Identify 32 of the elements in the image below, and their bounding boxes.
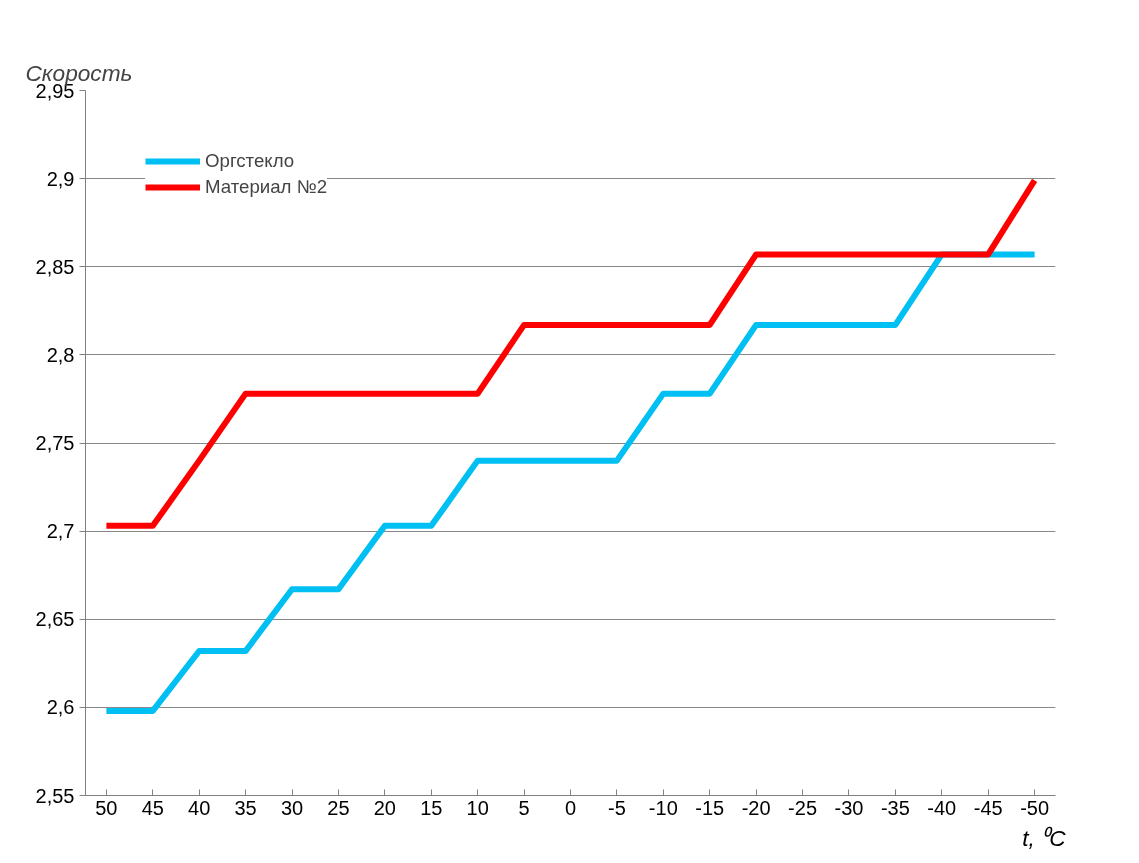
x-tick-label: 25 xyxy=(327,796,350,819)
x-tick-label: -35 xyxy=(880,796,910,819)
x-tick-label: -25 xyxy=(788,796,818,819)
y-tick-label: 2,7 xyxy=(46,520,75,543)
legend-label: Материал №2 xyxy=(205,176,328,198)
x-tick-label: 0 xyxy=(564,796,577,819)
x-tick-label: 5 xyxy=(518,796,530,819)
x-tick-label: -10 xyxy=(648,796,678,819)
x-tick-label: 35 xyxy=(234,796,257,819)
y-tick-label: 2,8 xyxy=(46,343,75,366)
x-tick-label: 50 xyxy=(95,796,118,819)
x-tick-label: 40 xyxy=(188,796,211,819)
x-tick-label: -20 xyxy=(741,796,771,819)
x-tick-label: 20 xyxy=(373,796,396,819)
x-tick-label: 45 xyxy=(141,796,164,819)
x-tick-label: -40 xyxy=(927,796,957,819)
y-tick-label: 2,75 xyxy=(35,432,75,454)
x-tick-label: 15 xyxy=(420,796,443,819)
x-axis-title: t, ⁰C xyxy=(1022,824,1067,851)
x-tick-label: -30 xyxy=(834,796,864,819)
x-tick-label: 30 xyxy=(280,796,304,819)
x-tick-label: -45 xyxy=(973,796,1003,819)
x-tick-label: -50 xyxy=(1020,796,1050,819)
x-tick-label: -5 xyxy=(608,796,626,819)
y-tick-label: 2,9 xyxy=(46,167,75,190)
y-tick-label: 2,6 xyxy=(46,696,75,719)
x-tick-label: 10 xyxy=(466,796,489,819)
x-tick-label: -15 xyxy=(695,796,725,819)
y-tick-label: 2,55 xyxy=(35,784,75,807)
y-tick-label: 2,65 xyxy=(35,608,75,631)
y-tick-label: 2,85 xyxy=(35,255,75,278)
legend-label: Оргстекло xyxy=(205,150,295,172)
